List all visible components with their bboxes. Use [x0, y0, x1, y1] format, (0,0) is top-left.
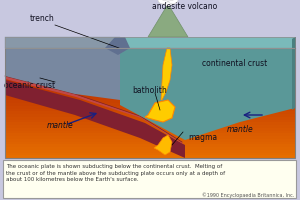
Bar	[5, 51, 295, 54]
Text: trench: trench	[30, 14, 54, 23]
Polygon shape	[120, 49, 295, 140]
Bar	[5, 109, 295, 112]
Bar	[5, 79, 295, 82]
Bar	[5, 62, 295, 65]
Bar	[5, 128, 295, 131]
Text: The oceanic plate is shown subducting below the continental crust.  Melting of
t: The oceanic plate is shown subducting be…	[6, 163, 225, 181]
Bar	[5, 49, 295, 51]
Bar	[5, 68, 295, 71]
Bar	[5, 142, 295, 145]
Bar	[5, 82, 295, 84]
Polygon shape	[5, 49, 120, 100]
Text: mantle: mantle	[46, 121, 74, 130]
Bar	[5, 125, 295, 128]
Polygon shape	[148, 5, 188, 38]
Bar	[5, 131, 295, 134]
Bar	[5, 145, 295, 147]
Polygon shape	[5, 77, 183, 144]
Text: continental crust: continental crust	[202, 58, 268, 67]
Bar	[5, 49, 295, 158]
Bar	[5, 139, 295, 142]
Bar	[5, 90, 295, 93]
Bar	[5, 73, 295, 76]
Polygon shape	[292, 38, 295, 110]
Bar	[5, 60, 295, 62]
Bar	[5, 87, 295, 90]
Bar	[5, 98, 295, 101]
Text: mantle: mantle	[226, 124, 254, 133]
Polygon shape	[145, 100, 175, 122]
Bar	[5, 95, 295, 98]
Ellipse shape	[160, 0, 176, 2]
Bar	[5, 106, 295, 109]
Bar	[5, 112, 295, 114]
Bar	[5, 57, 295, 60]
Text: oceanic crust: oceanic crust	[4, 81, 55, 90]
Bar	[5, 84, 295, 87]
Bar	[5, 54, 295, 57]
Bar	[5, 147, 295, 150]
Bar	[5, 155, 295, 158]
Bar	[5, 65, 295, 68]
Text: batholith: batholith	[133, 86, 167, 95]
Text: ©1990 Encyclopaedia Britannica, Inc.: ©1990 Encyclopaedia Britannica, Inc.	[202, 191, 294, 197]
Bar	[5, 114, 295, 117]
Ellipse shape	[158, 0, 168, 5]
Bar	[5, 134, 295, 136]
Bar	[5, 136, 295, 139]
Polygon shape	[161, 49, 172, 100]
Text: magma: magma	[188, 133, 217, 142]
Polygon shape	[5, 38, 120, 49]
Polygon shape	[120, 38, 295, 49]
Bar	[5, 120, 295, 123]
Bar	[5, 101, 295, 103]
Bar	[5, 71, 295, 73]
Bar	[5, 123, 295, 125]
Bar	[5, 93, 295, 95]
Text: andesite volcano: andesite volcano	[152, 2, 218, 11]
FancyBboxPatch shape	[3, 160, 296, 198]
Polygon shape	[5, 81, 185, 158]
Bar	[5, 117, 295, 120]
Polygon shape	[154, 135, 172, 155]
Bar	[5, 153, 295, 155]
Bar	[5, 150, 295, 153]
Ellipse shape	[168, 0, 178, 5]
Polygon shape	[105, 38, 130, 56]
Ellipse shape	[161, 0, 175, 7]
Bar	[5, 103, 295, 106]
Bar	[5, 76, 295, 79]
